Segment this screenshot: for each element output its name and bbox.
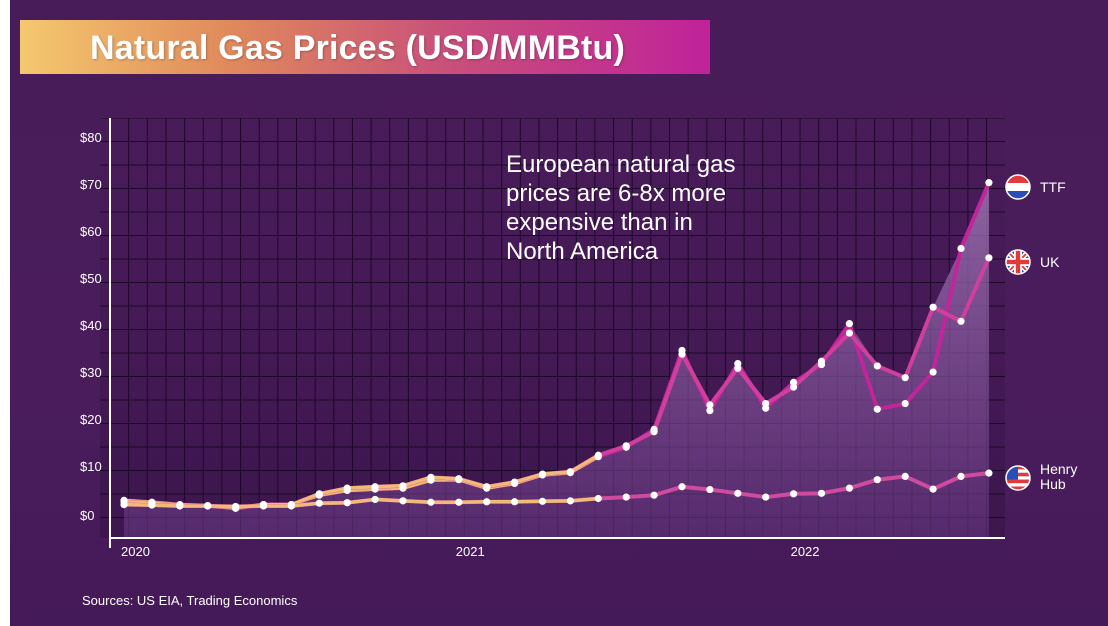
area-layer <box>124 182 989 538</box>
data-point-henry-hub <box>594 494 602 503</box>
y-tick-label: $70 <box>80 177 102 192</box>
data-point-uk <box>566 468 575 476</box>
y-tick-label: $80 <box>80 130 102 145</box>
data-point-henry-hub <box>371 495 379 504</box>
netherlands-flag-icon <box>1005 174 1031 200</box>
data-point-henry-hub <box>706 485 714 494</box>
data-point-ttf <box>706 407 714 415</box>
y-tick-label: $50 <box>80 271 102 286</box>
data-point-henry-hub <box>427 498 435 506</box>
data-point-uk <box>455 475 463 483</box>
series-line-early-henry-hub <box>122 496 601 509</box>
data-point-henry-hub <box>845 484 854 492</box>
data-point-ttf <box>929 368 937 376</box>
data-point-uk <box>873 362 881 370</box>
line-layer <box>122 180 991 511</box>
label-layer: $0 $10 $20 $30 $40 $50 $60 $70 $80 2020 2021 2022 <box>80 130 820 559</box>
data-point-henry-hub <box>566 497 575 505</box>
chart-annotation: European natural gas prices are 6-8x mor… <box>506 151 736 265</box>
title-banner <box>20 20 710 74</box>
data-point-henry-hub <box>650 491 658 499</box>
y-tick-label: $60 <box>80 224 102 239</box>
data-point-uk <box>845 329 854 337</box>
data-point-uk <box>371 483 379 491</box>
data-point-ttf <box>873 405 881 413</box>
y-tick-label: $10 <box>80 459 102 474</box>
legend-layer: TTF UK Henry Hub <box>1005 174 1077 492</box>
data-point-henry-hub <box>455 498 463 506</box>
data-point-uk <box>762 399 770 408</box>
legend-label-ttf: TTF <box>1040 179 1066 195</box>
data-point-uk <box>817 357 826 365</box>
data-point-uk <box>399 482 407 490</box>
data-point-henry-hub <box>538 497 547 505</box>
data-point-uk <box>622 442 630 450</box>
x-tick-label: 2020 <box>121 544 150 559</box>
data-point-henry-hub <box>901 472 909 480</box>
legend-item-henry-hub: Henry Hub <box>1005 461 1077 492</box>
data-point-uk <box>427 473 435 481</box>
data-point-henry-hub <box>873 476 881 484</box>
data-point-uk <box>734 364 742 372</box>
data-point-henry-hub <box>232 502 240 511</box>
data-point-henry-hub <box>315 499 323 507</box>
point-layer <box>120 179 993 512</box>
chart-plot: $0 $10 $20 $30 $40 $50 $60 $70 $80 2020 2021 2022 T… <box>80 118 1077 559</box>
x-tick-label: 2022 <box>791 544 820 559</box>
price-area <box>124 182 989 538</box>
y-tick-label: $40 <box>80 318 102 333</box>
data-point-henry-hub <box>148 501 156 509</box>
data-point-henry-hub <box>399 497 407 505</box>
data-point-henry-hub <box>734 489 742 497</box>
data-point-henry-hub <box>678 483 686 491</box>
data-point-uk <box>706 401 714 409</box>
data-point-henry-hub <box>176 502 184 510</box>
data-point-henry-hub <box>343 499 351 507</box>
uk-flag-icon <box>1005 249 1031 275</box>
data-point-uk <box>343 484 351 492</box>
data-point-ttf <box>957 244 965 253</box>
y-tick-label: $0 <box>80 508 94 523</box>
source-note: Sources: US EIA, Trading Economics <box>82 593 298 608</box>
data-point-ttf <box>901 399 909 408</box>
data-point-uk <box>985 254 993 262</box>
data-point-henry-hub <box>287 502 295 510</box>
data-point-henry-hub <box>817 489 826 497</box>
data-point-henry-hub <box>120 501 128 509</box>
data-point-henry-hub <box>622 493 630 501</box>
chart-frame: Natural Gas Prices (USD/MMBtu) $0 $10 $20 $… <box>10 0 1108 626</box>
data-point-uk <box>650 428 658 436</box>
data-point-henry-hub <box>483 498 491 506</box>
data-point-henry-hub <box>204 502 212 510</box>
legend-label-uk: UK <box>1040 254 1060 270</box>
data-point-uk <box>901 374 909 382</box>
legend-item-uk: UK <box>1005 249 1060 275</box>
data-point-uk <box>929 303 937 311</box>
y-tick-label: $30 <box>80 365 102 380</box>
us-flag-icon <box>1005 465 1031 491</box>
data-point-henry-hub <box>259 502 268 510</box>
data-point-henry-hub <box>511 498 519 506</box>
chart-title: Natural Gas Prices (USD/MMBtu) <box>90 29 625 67</box>
data-point-uk <box>315 490 323 498</box>
data-point-henry-hub <box>790 490 798 498</box>
data-point-henry-hub <box>985 469 993 477</box>
x-tick-label: 2021 <box>456 544 485 559</box>
axis-layer <box>109 118 1005 548</box>
data-point-uk <box>511 478 519 486</box>
data-point-uk <box>957 317 965 325</box>
data-point-uk <box>678 350 686 358</box>
legend-item-ttf: TTF <box>1005 174 1066 200</box>
data-point-ttf <box>985 179 993 187</box>
legend-label-henry-hub: Henry Hub <box>1040 461 1077 492</box>
data-point-henry-hub <box>957 472 965 480</box>
data-point-uk <box>594 451 602 459</box>
data-point-henry-hub <box>762 493 770 501</box>
data-point-henry-hub <box>929 485 937 493</box>
data-point-uk <box>790 383 798 391</box>
data-point-uk <box>538 470 547 478</box>
y-tick-label: $20 <box>80 412 102 427</box>
data-point-uk <box>483 483 491 491</box>
data-point-ttf <box>845 320 854 328</box>
